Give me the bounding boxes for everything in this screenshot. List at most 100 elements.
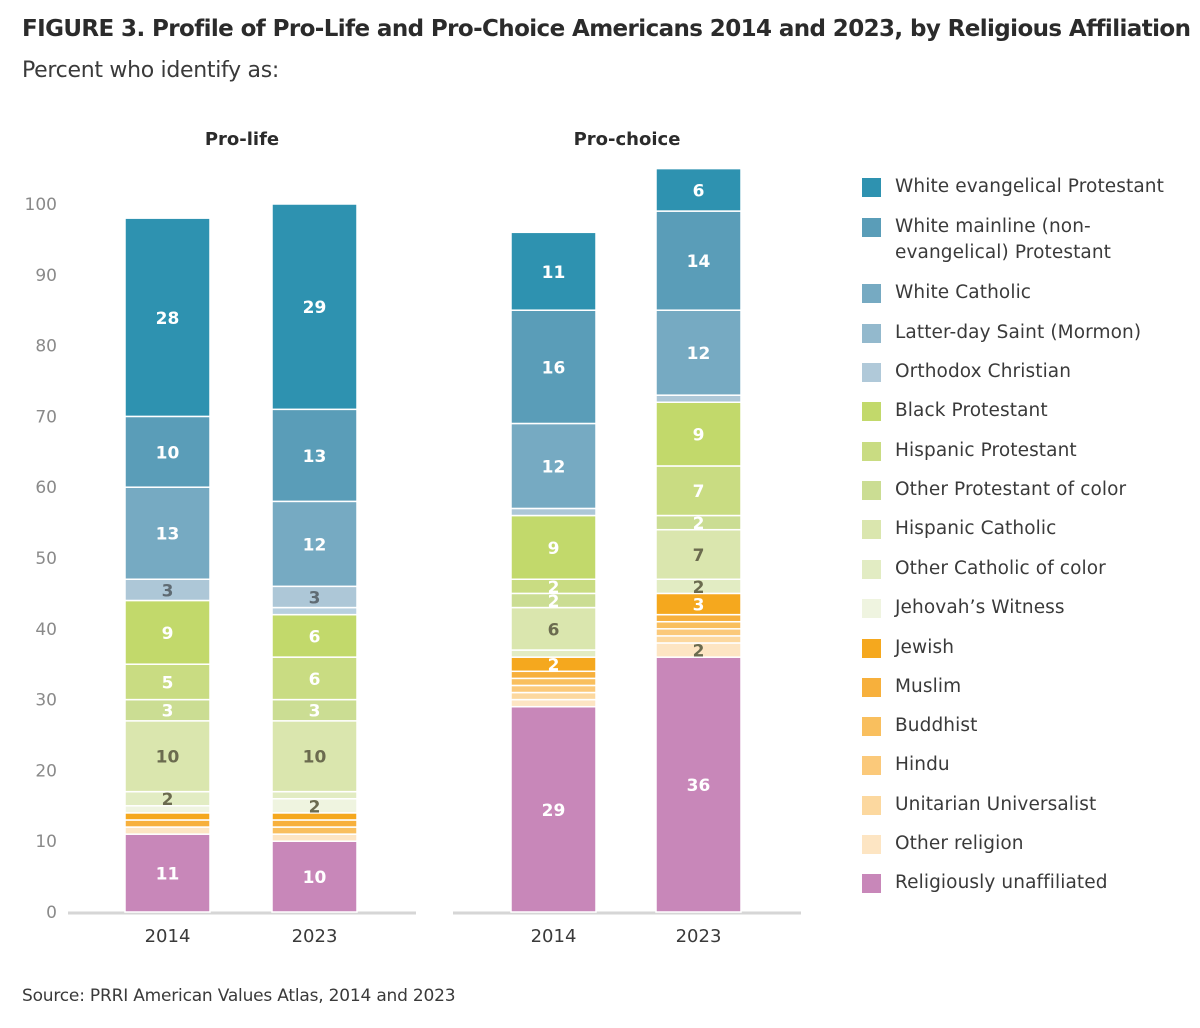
legend-swatch-icon — [862, 178, 881, 197]
x-tick-label: 2023 — [676, 926, 722, 947]
legend-label: White mainline (non-evangelical) Protest… — [895, 216, 1112, 263]
data-label: 2 — [548, 656, 560, 676]
legend-label: Religiously unaffiliated — [895, 872, 1108, 893]
bar-segment — [510, 698, 597, 708]
bar-segment — [510, 507, 597, 517]
x-tick-label: 2014 — [145, 926, 191, 947]
data-label: 12 — [303, 535, 327, 555]
y-tick-label: 20 — [35, 761, 57, 781]
source-note: Source: PRRI American Values Atlas, 2014… — [22, 986, 456, 1006]
bar-segment — [655, 465, 742, 517]
y-tick-label: 70 — [35, 407, 57, 427]
data-label: 11 — [156, 865, 180, 885]
y-tick-label: 100 — [25, 195, 57, 215]
legend-swatch-icon — [862, 560, 881, 579]
bar-segment — [124, 663, 211, 701]
data-label: 29 — [303, 298, 327, 318]
data-label: 6 — [548, 620, 560, 640]
legend-swatch-icon — [862, 874, 881, 893]
legend-item: Buddhist — [862, 713, 977, 739]
legend-item: Hispanic Catholic — [862, 516, 1056, 542]
bar-segment — [510, 231, 597, 311]
data-label: 3 — [309, 702, 321, 722]
data-label: 2 — [693, 514, 705, 534]
legend-label: Other Protestant of color — [895, 479, 1127, 500]
bar-segment — [655, 528, 742, 580]
data-label: 12 — [687, 344, 711, 364]
legend-item: Latter-day Saint (Mormon) — [862, 320, 1141, 346]
legend-swatch-icon — [862, 639, 881, 658]
bar-segment — [271, 606, 358, 616]
legend-item: Hispanic Protestant — [862, 438, 1077, 464]
legend-label: Unitarian Universalist — [895, 794, 1097, 815]
legend-label: Jehovah’s Witness — [895, 597, 1065, 618]
y-tick-label: 30 — [35, 691, 57, 711]
legend-item: Religiously unaffiliated — [862, 870, 1108, 896]
data-label: 3 — [162, 581, 174, 601]
legend-item: Other Catholic of color — [862, 556, 1106, 582]
data-label: 16 — [542, 358, 566, 378]
data-label: 10 — [156, 748, 180, 768]
bar-segment — [271, 819, 358, 828]
bar-segment — [124, 720, 211, 793]
data-label: 29 — [542, 801, 566, 821]
bar-segment — [510, 649, 597, 658]
legend-label: White evangelical Protestant — [895, 176, 1164, 197]
data-label: 9 — [693, 426, 705, 446]
legend-label: Hispanic Protestant — [895, 440, 1077, 461]
legend-swatch-icon — [862, 324, 881, 343]
legend-item: Unitarian Universalist — [862, 792, 1096, 818]
bar-segment — [124, 826, 211, 835]
legend-swatch-icon — [862, 218, 881, 237]
y-tick-label: 40 — [35, 620, 57, 640]
bar-segment — [510, 309, 597, 425]
legend-label: Jewish — [895, 637, 955, 658]
panel-title: Pro-life — [205, 129, 279, 150]
legend-swatch-icon — [862, 520, 881, 539]
legend-label: Muslim — [895, 676, 962, 697]
legend-label: Buddhist — [895, 715, 978, 736]
data-label: 2 — [548, 592, 560, 612]
bar-segment — [655, 401, 742, 467]
data-label: 7 — [693, 482, 705, 502]
bar-segment — [124, 415, 211, 488]
legend-swatch-icon — [862, 796, 881, 815]
data-label: 11 — [542, 263, 566, 283]
legend-item: Other Protestant of color — [862, 477, 1126, 503]
legend-item: Jehovah’s Witness — [862, 595, 1065, 621]
legend-swatch-icon — [862, 402, 881, 421]
panel-title: Pro-choice — [574, 129, 681, 150]
legend-swatch-icon — [862, 835, 881, 854]
data-label: 2 — [309, 797, 321, 817]
data-label: 36 — [687, 776, 711, 796]
bar-segment — [655, 394, 742, 403]
data-label: 7 — [693, 546, 705, 566]
bar-segment — [271, 500, 358, 588]
figure-title: FIGURE 3. Profile of Pro-Life and Pro-Ch… — [22, 16, 1191, 42]
legend-item: White mainline (non-evangelical) Protest… — [862, 214, 1185, 266]
data-label: 12 — [542, 457, 566, 477]
data-label: 9 — [548, 539, 560, 559]
data-label: 28 — [156, 309, 180, 329]
data-label: 6 — [309, 627, 321, 647]
data-label: 3 — [162, 702, 174, 722]
bar-segment — [510, 422, 597, 510]
legend-label: Black Protestant — [895, 400, 1048, 421]
legend-swatch-icon — [862, 678, 881, 697]
legend-label: Other religion — [895, 833, 1024, 854]
y-tick-label: 10 — [35, 832, 57, 852]
data-label: 2 — [548, 578, 560, 598]
legend-swatch-icon — [862, 756, 881, 775]
data-label: 2 — [162, 790, 174, 810]
legend-item: Orthodox Christian — [862, 359, 1071, 385]
legend-swatch-icon — [862, 599, 881, 618]
bar-segment — [271, 833, 358, 842]
y-tick-label: 0 — [46, 903, 57, 923]
data-label: 3 — [309, 588, 321, 608]
bar-segment — [655, 613, 742, 623]
data-label: 10 — [156, 443, 180, 463]
data-label: 2 — [693, 578, 705, 598]
x-tick-label: 2014 — [531, 926, 577, 947]
bar-segment — [510, 684, 597, 694]
figure-subtitle: Percent who identify as: — [22, 58, 279, 83]
